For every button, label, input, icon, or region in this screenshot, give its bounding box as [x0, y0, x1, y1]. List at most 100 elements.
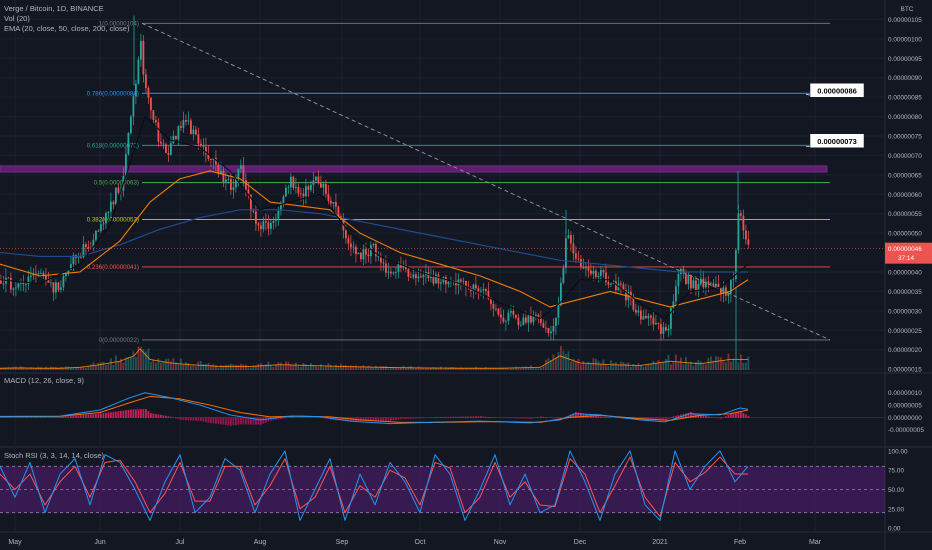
- macd-histogram-bar: [125, 410, 127, 418]
- macd-histogram-bar: [2, 417, 5, 418]
- macd-histogram-bar: [140, 409, 142, 418]
- candle-body: [17, 283, 20, 288]
- macd-histogram-bar: [77, 415, 80, 418]
- volume-bar: [732, 358, 735, 370]
- candle-body: [175, 135, 177, 140]
- candle-body: [170, 143, 172, 155]
- candle-body: [520, 324, 522, 326]
- candle-body: [745, 230, 747, 240]
- macd-histogram-bar: [97, 413, 100, 418]
- candle-body: [135, 83, 137, 97]
- macd-histogram-bar: [180, 417, 182, 420]
- macd-histogram-bar: [272, 417, 275, 421]
- macd-histogram-bar: [65, 416, 67, 418]
- chart-title[interactable]: Verge / Bitcoin, 1D, BINANCE: [4, 4, 104, 13]
- candle-body: [665, 327, 667, 331]
- candle-body: [150, 97, 152, 111]
- volume-bar: [310, 363, 312, 370]
- ema-legend[interactable]: EMA (20, close, 50, close, 200, close): [4, 24, 130, 33]
- macd-histogram-bar: [82, 415, 85, 418]
- volume-bar: [132, 351, 135, 370]
- candle-body: [265, 221, 267, 223]
- macd-histogram-bar: [60, 417, 62, 418]
- macd-histogram-bar: [247, 417, 250, 425]
- macd-histogram-bar: [237, 417, 240, 425]
- candle-body: [512, 311, 515, 315]
- candle-body: [307, 186, 310, 190]
- volume-bar: [435, 367, 437, 370]
- fibonacci-retracement[interactable]: 1(0.00000104) 0.786(0.00000086) 0.618(0.00…: [87, 20, 830, 344]
- candle-body: [285, 187, 287, 197]
- macd-histogram-bar: [740, 411, 742, 418]
- candle-body: [392, 272, 395, 274]
- macd-histogram-bar: [160, 414, 162, 418]
- volume-bar: [715, 356, 717, 370]
- candle-body: [255, 211, 257, 224]
- time-axis-tick: Nov: [494, 539, 507, 546]
- volume-bar: [517, 367, 520, 370]
- volume-bar: [275, 364, 277, 370]
- macd-histogram-bar: [255, 417, 257, 425]
- trendline[interactable]: [141, 22, 831, 341]
- candle-body: [465, 280, 467, 288]
- macd-histogram-bar: [20, 417, 22, 418]
- price-axis-tick: 0.00000095: [888, 56, 922, 63]
- candle-body: [110, 201, 112, 212]
- candle-body: [662, 327, 665, 334]
- macd-histogram-bar: [745, 414, 747, 418]
- stoch-axis-tick: 0.00: [888, 526, 901, 533]
- macd-histogram-bar: [27, 417, 30, 418]
- candle-body: [100, 224, 102, 232]
- volume-bar: [460, 367, 462, 370]
- candle-body: [315, 176, 317, 181]
- time-axis-tick: Dec: [574, 539, 587, 546]
- volume-bar: [257, 364, 260, 370]
- volume-bar: [265, 364, 267, 370]
- volume-bar: [570, 361, 572, 370]
- price-callouts[interactable]: 0.00000086 0.00000073: [805, 83, 865, 149]
- macd-histogram-bar: [67, 416, 70, 418]
- macd-histogram-bar: [382, 417, 385, 421]
- volume-bar: [392, 367, 395, 370]
- macd-histogram-bar: [85, 414, 87, 418]
- candle-body: [65, 273, 67, 277]
- volume-bar: [477, 368, 480, 370]
- candle-body: [367, 254, 370, 257]
- volume-bar: [612, 362, 615, 370]
- volume-bar: [627, 362, 630, 370]
- macd-legend[interactable]: MACD (12, 26, close, 9): [4, 376, 85, 385]
- volume-bar: [22, 366, 25, 370]
- time-axis[interactable]: May Jun Jul Aug Sep Oct Nov Dec 2021 Feb Mar: [8, 539, 821, 546]
- volume-bar: [397, 367, 400, 370]
- stoch-rsi-legend[interactable]: Stoch RSI (3, 3, 14, 14, close): [4, 451, 105, 460]
- macd-histogram-bar: [415, 417, 417, 419]
- candle-body: [702, 278, 705, 288]
- volume-legend[interactable]: Vol (20): [4, 14, 30, 23]
- candle-body: [692, 280, 695, 289]
- macd-histogram-bar: [157, 414, 160, 418]
- candle-body: [622, 284, 625, 291]
- macd-histogram-bar: [660, 417, 662, 421]
- volume-bar: [567, 351, 570, 370]
- macd-histogram-bar: [165, 415, 167, 418]
- macd-histogram-bar: [730, 413, 732, 418]
- candle-body: [237, 168, 240, 179]
- price-axis[interactable]: 0.00000105 0.00000100 0.00000095 0.00000090…: [0, 17, 932, 533]
- macd-histogram-bar: [87, 414, 90, 418]
- macd-histogram-bar: [592, 415, 595, 418]
- price-axis-tick: 0.00000085: [888, 95, 922, 102]
- candle-body: [325, 183, 327, 194]
- candle-body: [475, 284, 477, 289]
- volume-bar: [207, 362, 210, 370]
- volume-bar: [482, 367, 485, 370]
- macd-histogram-bar: [90, 414, 92, 418]
- volume-bar: [550, 360, 552, 370]
- resistance-zone[interactable]: [0, 165, 828, 173]
- volume-bar: [35, 368, 37, 370]
- candle-body: [417, 276, 420, 279]
- volume-bar: [575, 362, 577, 370]
- candle-body: [600, 270, 602, 276]
- macd-histogram-bar: [712, 417, 715, 418]
